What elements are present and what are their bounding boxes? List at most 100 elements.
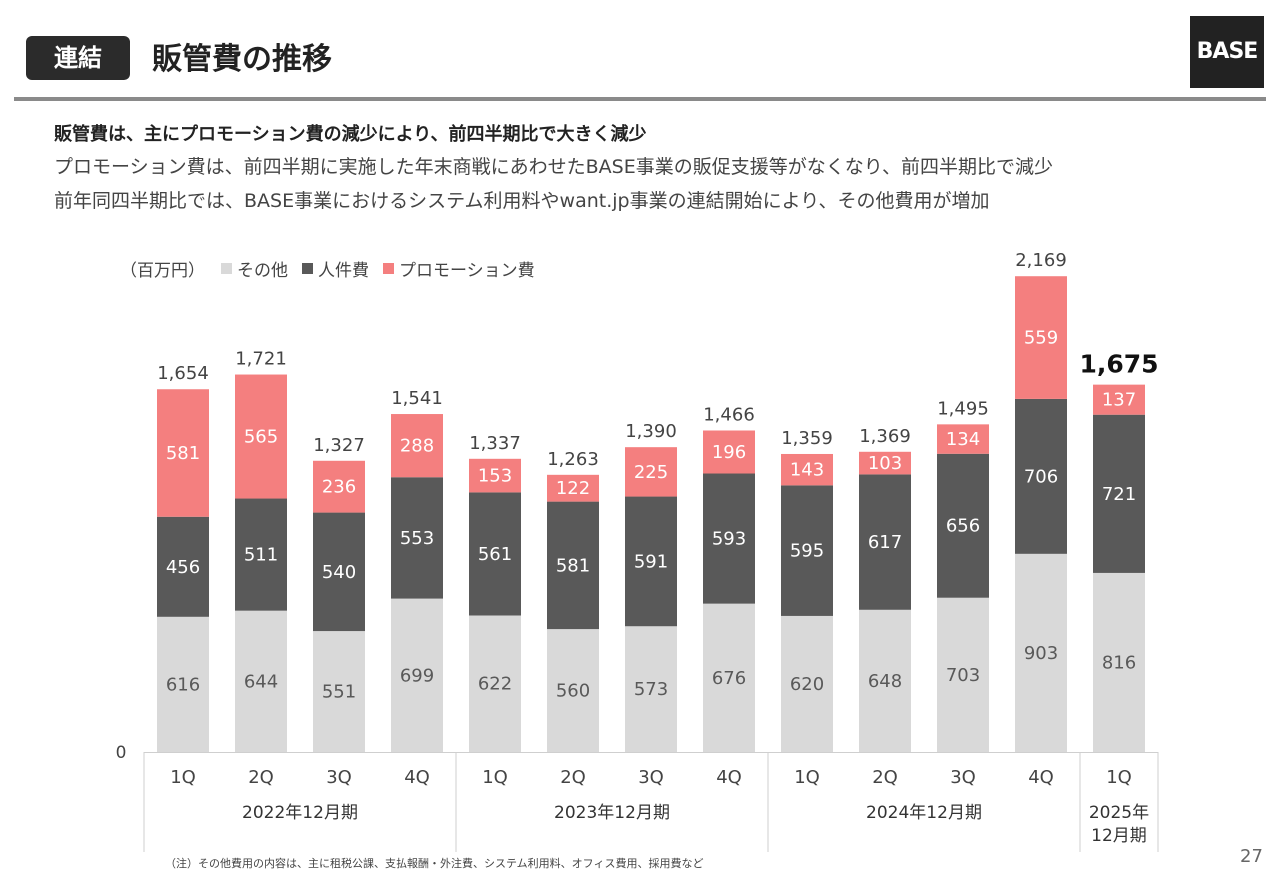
data-label-promotion: 143 bbox=[790, 460, 824, 481]
bar-segment-promotion bbox=[781, 453, 833, 486]
data-label-promotion: 565 bbox=[244, 427, 278, 448]
data-label-other: 903 bbox=[1024, 643, 1058, 664]
bar-segment-promotion bbox=[157, 389, 209, 517]
bar-segment-other bbox=[469, 615, 521, 752]
data-label-personnel: 593 bbox=[712, 529, 746, 550]
consolidated-badge: 連結 bbox=[26, 36, 130, 80]
x-tick-label: 3Q bbox=[638, 767, 664, 788]
bar-segment-personnel bbox=[157, 516, 209, 617]
data-label-other: 622 bbox=[478, 674, 512, 695]
data-label-promotion: 134 bbox=[946, 429, 980, 450]
data-label-other: 620 bbox=[790, 674, 824, 695]
x-group-label-line: 2025年 bbox=[1089, 803, 1149, 823]
bar-segment-personnel bbox=[313, 512, 365, 632]
summary-lead: 販管費は、主にプロモーション費の減少により、前四半期比で大きく減少 bbox=[54, 124, 647, 145]
data-label-personnel: 595 bbox=[790, 541, 824, 562]
bar-segment-personnel bbox=[859, 474, 911, 610]
legend-label-personnel: 人件費 bbox=[318, 261, 369, 281]
data-label-personnel: 553 bbox=[400, 528, 434, 549]
x-tick-label: 2Q bbox=[560, 767, 586, 788]
bar-segment-personnel bbox=[1015, 398, 1067, 554]
data-label-personnel: 591 bbox=[634, 551, 668, 572]
page-title: 販管費の推移 bbox=[152, 42, 332, 77]
data-label-other: 703 bbox=[946, 665, 980, 686]
data-label-promotion: 137 bbox=[1102, 390, 1136, 411]
x-tick-label: 2Q bbox=[248, 767, 274, 788]
bar-segment-other bbox=[1093, 572, 1145, 752]
x-tick-label: 1Q bbox=[1106, 767, 1132, 788]
x-tick-label: 2Q bbox=[872, 767, 898, 788]
bar-segment-promotion bbox=[235, 374, 287, 499]
data-label-promotion: 288 bbox=[400, 436, 434, 457]
legend-unit: （百万円） bbox=[120, 261, 205, 281]
total-label: 1,369 bbox=[859, 426, 911, 447]
bar-segment-other bbox=[157, 616, 209, 752]
total-label: 1,495 bbox=[937, 398, 989, 419]
base-logo: BASE bbox=[1190, 16, 1264, 88]
legend-swatch-personnel bbox=[302, 263, 313, 274]
x-group-label-line: 2024年12月期 bbox=[866, 803, 982, 823]
data-label-personnel: 617 bbox=[868, 532, 902, 553]
data-label-promotion: 153 bbox=[478, 466, 512, 487]
bar-segment-promotion bbox=[469, 458, 521, 493]
bar-segment-personnel bbox=[469, 492, 521, 616]
total-label: 1,466 bbox=[703, 404, 755, 425]
bar-segment-other bbox=[547, 629, 599, 752]
bar-segment-promotion bbox=[1093, 384, 1145, 415]
slide-header: 連結 販管費の推移 BASE bbox=[0, 0, 1280, 100]
total-label: 1,675 bbox=[1079, 350, 1158, 379]
x-group-label: 2024年12月期 bbox=[866, 803, 982, 823]
legend-label-other: その他 bbox=[237, 261, 288, 281]
data-label-other: 644 bbox=[244, 671, 278, 692]
bar-segment-personnel bbox=[781, 485, 833, 616]
x-tick-label: 4Q bbox=[716, 767, 742, 788]
footnote: （注）その他費用の内容は、主に租税公課、支払報酬・外注費、システム利用料、オフィ… bbox=[165, 857, 704, 870]
total-label: 1,359 bbox=[781, 428, 833, 449]
total-label: 2,169 bbox=[1015, 250, 1067, 271]
data-label-other: 616 bbox=[166, 674, 200, 695]
x-tick-label: 4Q bbox=[1028, 767, 1054, 788]
bar-segment-promotion bbox=[625, 447, 677, 497]
y-axis-zero-label: 0 bbox=[116, 743, 127, 763]
total-label: 1,327 bbox=[313, 435, 365, 456]
bar-segment-personnel bbox=[1093, 414, 1145, 573]
data-label-other: 676 bbox=[712, 668, 746, 689]
x-group-label-line: 2023年12月期 bbox=[554, 803, 670, 823]
data-label-personnel: 511 bbox=[244, 545, 278, 566]
bar-segment-other bbox=[859, 609, 911, 752]
bar-segment-personnel bbox=[703, 473, 755, 604]
total-label: 1,337 bbox=[469, 433, 521, 454]
bar-segment-other bbox=[313, 631, 365, 752]
page-number: 27 bbox=[1240, 846, 1263, 867]
bar-segment-promotion bbox=[391, 414, 443, 478]
bar-segment-promotion bbox=[313, 460, 365, 513]
bar-segment-other bbox=[1015, 553, 1067, 752]
bar-segment-personnel bbox=[235, 498, 287, 611]
legend-label-promotion: プロモーション費 bbox=[399, 261, 535, 281]
x-tick-label: 4Q bbox=[404, 767, 430, 788]
data-label-promotion: 581 bbox=[166, 443, 200, 464]
data-label-other: 560 bbox=[556, 681, 590, 702]
header-divider bbox=[14, 97, 1266, 101]
bar-segment-other bbox=[703, 603, 755, 752]
bar-segment-other bbox=[235, 610, 287, 752]
bar-segment-personnel bbox=[547, 501, 599, 630]
data-label-promotion: 103 bbox=[868, 453, 902, 474]
total-label: 1,541 bbox=[391, 388, 443, 409]
bar-segment-promotion bbox=[859, 451, 911, 475]
data-label-personnel: 540 bbox=[322, 562, 356, 583]
x-tick-label: 3Q bbox=[326, 767, 352, 788]
summary-line-2: 前年同四半期比では、BASE事業におけるシステム利用料やwant.jp事業の連結… bbox=[54, 190, 990, 212]
data-label-personnel: 456 bbox=[166, 557, 200, 578]
data-label-personnel: 561 bbox=[478, 544, 512, 565]
bar-segment-personnel bbox=[937, 453, 989, 598]
data-label-personnel: 656 bbox=[946, 516, 980, 537]
bar-segment-other bbox=[625, 626, 677, 752]
x-tick-label: 3Q bbox=[950, 767, 976, 788]
data-label-personnel: 721 bbox=[1102, 484, 1136, 505]
x-tick-label: 1Q bbox=[482, 767, 508, 788]
data-label-other: 816 bbox=[1102, 652, 1136, 673]
bar-segment-promotion bbox=[1015, 276, 1067, 399]
legend-swatch-other bbox=[221, 263, 232, 274]
